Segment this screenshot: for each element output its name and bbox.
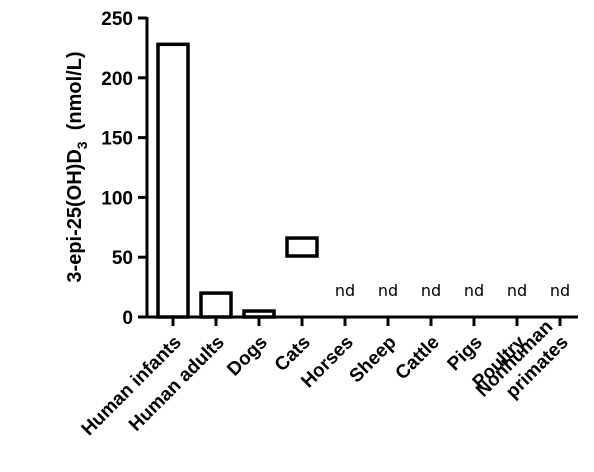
bar-human-adults: [199, 291, 233, 319]
y-tick-label: 0: [122, 308, 133, 329]
x-tick-label-line: Dogs: [223, 332, 271, 380]
x-tick-label-line: Cattle: [392, 332, 444, 384]
x-tick-label-line: Sheep: [346, 332, 401, 387]
nd-label: nd: [335, 281, 355, 300]
y-tick-label: 100: [101, 188, 133, 209]
bars: [156, 42, 319, 319]
y-axis-label: 3-epi-25(OH)D3 (nmol/L): [64, 51, 90, 282]
y-axis: 0 50 100 150 200 250: [101, 9, 149, 329]
bar-dogs: [242, 309, 276, 319]
x-tick-label: Dogs: [223, 332, 271, 380]
bar-human-infants: [156, 42, 190, 319]
y-tick-label: 50: [112, 248, 133, 269]
bar-cats: [285, 236, 319, 258]
nd-label: nd: [464, 281, 484, 300]
nd-label: nd: [378, 281, 398, 300]
y-axis-title: 3-epi-25(OH)D3 (nmol/L): [64, 51, 90, 282]
y-tick-label: 200: [101, 69, 133, 90]
nd-label: nd: [550, 281, 570, 300]
nd-labels: nd nd nd nd nd nd: [335, 281, 570, 300]
x-tick-label: Sheep: [346, 332, 401, 387]
y-tick-label: 250: [101, 9, 133, 30]
nd-label: nd: [421, 281, 441, 300]
x-tick-label: Cattle: [392, 332, 444, 384]
nd-label: nd: [507, 281, 527, 300]
y-tick-label: 150: [101, 129, 133, 150]
